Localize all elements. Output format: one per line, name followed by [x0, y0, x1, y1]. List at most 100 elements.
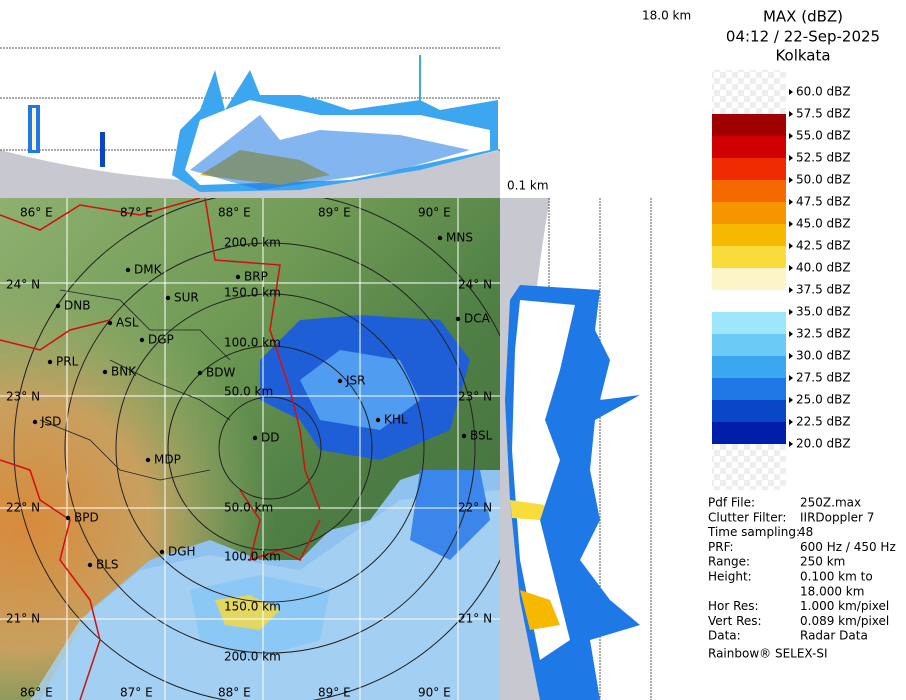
city-label: BNK [111, 365, 137, 379]
city-dot [455, 316, 461, 322]
info-key: Clutter Filter: [708, 510, 786, 524]
scale-tick [789, 199, 793, 205]
lat-label: 24° N [6, 278, 40, 292]
info-footer: Rainbow® SELEX-SI [708, 647, 828, 661]
city-label: DGP [148, 333, 174, 347]
title: MAX (dBZ) [763, 8, 843, 26]
scale-bin [712, 202, 786, 224]
city-label: BPD [74, 511, 99, 525]
top-section: 18.0 km 0.1 km [0, 0, 700, 198]
lat-label: 21° N [6, 612, 40, 626]
lon-label: 90° E [418, 686, 451, 700]
city-label: DNB [64, 299, 90, 313]
lon-label: 88° E [218, 686, 251, 700]
scale-tick [789, 397, 793, 403]
scale-bin [712, 334, 786, 356]
info-value: IIRDoppler 7 [800, 510, 874, 524]
city-label: DGH [168, 545, 196, 559]
range-label: 150.0 km [224, 600, 281, 614]
info-value: 48 [798, 525, 813, 539]
city-dot [55, 303, 61, 309]
scale-tick [789, 111, 793, 117]
city-label: DMK [134, 263, 163, 277]
city-dot [437, 235, 443, 241]
city-label: JSR [345, 374, 366, 388]
info-panel: Pdf File: 250Z.max Clutter Filter: IIRDoppl… [707, 496, 896, 661]
range-label: 100.0 km [224, 336, 281, 350]
lat-label: 23° N [458, 390, 492, 404]
info-key: Pdf File: [708, 496, 755, 510]
info-value: 250 km [800, 555, 845, 569]
city-label: BSL [470, 429, 493, 443]
lat-label: 24° N [458, 278, 492, 292]
top-height-label: 18.0 km [642, 9, 691, 23]
city-label: MDP [154, 453, 181, 467]
scale-tick [789, 265, 793, 271]
range-label: 150.0 km [224, 286, 281, 300]
scale-tick [789, 419, 793, 425]
info-key: Hor Res: [708, 599, 759, 613]
scale-bin [712, 312, 786, 334]
city-label: BDW [206, 366, 235, 380]
city-dot [235, 274, 241, 280]
city-label: MNS [446, 231, 473, 245]
scale-tick [789, 89, 793, 95]
scale-bin [712, 268, 786, 290]
lat-label: 23° N [6, 390, 40, 404]
city-label: KHL [384, 413, 408, 427]
lon-label: 90° E [418, 206, 451, 220]
scale-tick [789, 133, 793, 139]
city-dot [107, 320, 113, 326]
scale-bin [712, 180, 786, 202]
city-dot [139, 337, 145, 343]
info-key: Vert Res: [708, 614, 762, 628]
timestamp: 04:12 / 22-Sep-2025 [726, 28, 880, 46]
scale-tick [789, 287, 793, 293]
city-dot [159, 549, 165, 555]
lat-label: 21° N [458, 612, 492, 626]
scale-bin [712, 158, 786, 180]
scale-label: 45.0 dBZ [796, 217, 851, 231]
lon-label: 86° E [20, 206, 53, 220]
info-key: Range: [708, 555, 750, 569]
right-section [500, 198, 700, 700]
scale-tick [789, 441, 793, 447]
scale-label: 52.5 dBZ [796, 151, 851, 165]
info-value: 0.100 km to [800, 570, 873, 584]
scale-label: 50.0 dBZ [796, 173, 851, 187]
scale-tick [789, 155, 793, 161]
info-value: 600 Hz / 450 Hz [800, 540, 896, 554]
city-dot [337, 378, 343, 384]
scale-label: 57.5 dBZ [796, 107, 851, 121]
info-value: 250Z.max [800, 496, 861, 510]
range-label: 200.0 km [224, 650, 281, 664]
scale-label: 47.5 dBZ [796, 195, 851, 209]
info-value: 18.000 km [800, 584, 864, 598]
radar-map: 86° E 86° E 87° E 87° E 88° E 88° E 89° E 89° E… [0, 198, 500, 700]
scale-tick [789, 353, 793, 359]
info-value: 0.089 km/pixel [800, 614, 889, 628]
scale-bin [712, 224, 786, 246]
city-dot [197, 370, 203, 376]
scale-label: 20.0 dBZ [796, 437, 851, 451]
scale-label: 42.5 dBZ [796, 239, 851, 253]
city-dot [47, 359, 53, 365]
scale-bin [712, 290, 786, 312]
scale-label: 40.0 dBZ [796, 261, 851, 275]
city-label: PRL [56, 355, 79, 369]
scale-label: 60.0 dBZ [796, 85, 851, 99]
lon-label: 86° E [20, 686, 53, 700]
lat-label: 22° N [6, 501, 40, 515]
scale-label: 25.0 dBZ [796, 393, 851, 407]
scale-label: 22.5 dBZ [796, 415, 851, 429]
lon-label: 87° E [120, 686, 153, 700]
lon-label: 87° E [120, 206, 153, 220]
lat-label: 22° N [458, 501, 492, 515]
range-label: 100.0 km [224, 550, 281, 564]
city-dot [87, 562, 93, 568]
range-label: 200.0 km [224, 236, 281, 250]
scale-bin [712, 378, 786, 400]
scale-tick [789, 177, 793, 183]
scale-tick [789, 309, 793, 315]
scale-label: 35.0 dBZ [796, 305, 851, 319]
